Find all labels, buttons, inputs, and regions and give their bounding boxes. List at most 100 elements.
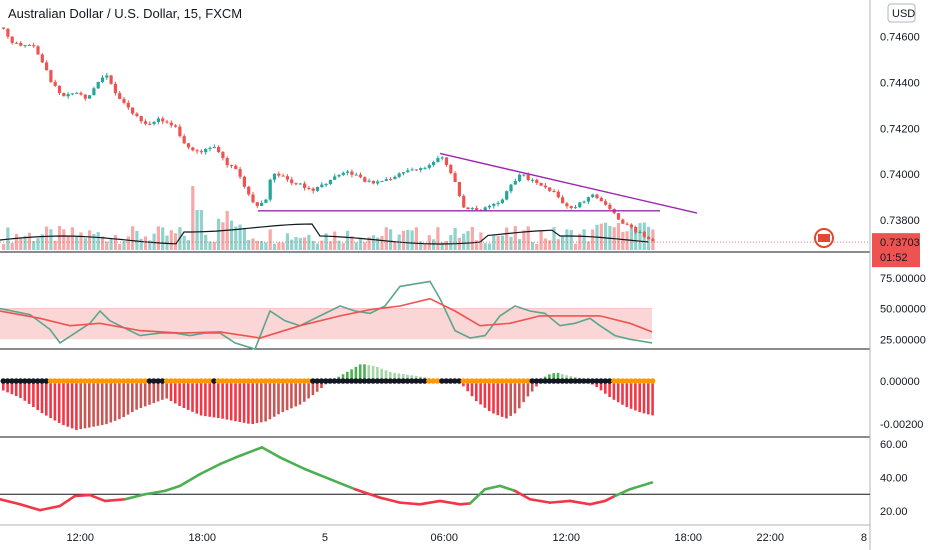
candle-body: [462, 195, 466, 208]
squeeze-dot: [34, 378, 41, 384]
momentum-bar: [290, 381, 293, 409]
momentum-bar: [303, 381, 306, 402]
squeeze-dot: [52, 378, 58, 384]
momentum-bar: [479, 381, 482, 405]
momentum-bar: [616, 381, 620, 403]
candle-body: [569, 206, 573, 209]
momentum-bar: [27, 381, 31, 404]
momentum-bar: [169, 381, 173, 402]
volume-bar: [629, 224, 633, 250]
candle-body: [307, 187, 311, 189]
volume-bar: [204, 234, 208, 250]
volume-bar: [462, 233, 466, 250]
squeeze-dot: [185, 378, 191, 384]
squeeze-dot: [357, 378, 364, 384]
volume-bar: [277, 242, 281, 250]
volume-bar: [604, 222, 608, 250]
squeeze-dot: [512, 378, 518, 384]
volume-bar: [100, 236, 105, 250]
squeeze-dot: [271, 378, 278, 384]
squeeze-dot: [538, 378, 544, 384]
candle-body: [290, 179, 294, 184]
squeeze-dot: [155, 378, 161, 384]
currency-badge[interactable]: [887, 3, 916, 23]
oscillator-line-segment: [528, 497, 552, 504]
candle-body: [268, 179, 272, 200]
candle-body: [543, 185, 547, 188]
momentum-bar: [92, 381, 95, 427]
oscillator-line-segment: [163, 484, 182, 493]
oscillator-tick-label: 20.00: [880, 506, 908, 518]
momentum-bar: [105, 381, 108, 425]
squeeze-dot: [353, 378, 359, 384]
candle-body: [586, 197, 590, 202]
volume-bar: [586, 241, 590, 250]
momentum-bar: [363, 364, 366, 381]
price-tick-label: 0.73800: [880, 215, 920, 227]
volume-bar: [414, 227, 418, 250]
candle-body: [423, 167, 427, 169]
squeeze-dot: [181, 378, 187, 384]
oscillator-line-segment: [88, 493, 107, 503]
squeeze-dot: [211, 378, 217, 384]
event-flag-icon: [818, 234, 830, 242]
momentum-bar: [470, 381, 474, 397]
candle-body: [384, 179, 388, 181]
volume-bar: [591, 229, 595, 250]
momentum-bar: [595, 381, 598, 388]
price-tick-label: 0.74200: [880, 123, 920, 135]
squeeze-dot: [464, 378, 471, 384]
momentum-bar: [186, 381, 190, 410]
squeeze-dot: [146, 378, 153, 384]
oscillator-tick-label: 40.00: [880, 473, 908, 485]
candle-body: [410, 169, 414, 171]
candle-body: [320, 184, 324, 187]
momentum-tick-label: 0.00000: [880, 376, 920, 388]
momentum-bar: [208, 381, 211, 417]
squeeze-dot: [477, 378, 484, 384]
volume-bar: [371, 235, 375, 250]
momentum-bar: [195, 381, 199, 414]
squeeze-dot: [649, 378, 656, 384]
candle-body: [513, 180, 517, 185]
momentum-bar: [10, 381, 14, 395]
oscillator-line-segment: [218, 454, 242, 466]
momentum-bar: [225, 381, 229, 420]
volume-bar: [105, 241, 109, 250]
squeeze-dot: [495, 378, 501, 384]
volume-bar: [518, 239, 522, 250]
momentum-bar: [268, 381, 272, 420]
momentum-bar: [221, 381, 224, 419]
squeeze-dot: [581, 378, 587, 384]
oscillator-line-segment: [628, 481, 654, 491]
squeeze-dot: [482, 378, 488, 384]
momentum-bar: [561, 374, 564, 381]
momentum-bar: [131, 381, 134, 413]
momentum-bar: [367, 365, 371, 381]
momentum-bar: [298, 381, 302, 405]
candle-body: [191, 147, 195, 151]
descending-trendline[interactable]: [439, 152, 698, 214]
candle-body: [70, 93, 74, 95]
momentum-bar: [88, 381, 91, 428]
candle-body: [178, 126, 182, 137]
candle-body: [582, 201, 586, 203]
volume-bar: [36, 238, 40, 250]
momentum-bar: [251, 381, 254, 424]
momentum-bar: [526, 381, 530, 397]
momentum-bar: [260, 381, 263, 423]
squeeze-dot: [426, 378, 432, 384]
candle-body: [556, 191, 560, 198]
candle-body: [277, 173, 281, 176]
countdown-label: 01:52: [880, 252, 908, 264]
squeeze-dot: [589, 378, 596, 384]
momentum-bar: [152, 381, 156, 404]
volume-bar: [440, 242, 444, 250]
candle-body: [634, 227, 638, 233]
squeeze-dot: [241, 378, 247, 384]
candle-body: [238, 169, 242, 177]
squeeze-dot: [116, 378, 123, 384]
oscillator-line-segment: [260, 446, 282, 459]
momentum-bar: [376, 367, 379, 381]
